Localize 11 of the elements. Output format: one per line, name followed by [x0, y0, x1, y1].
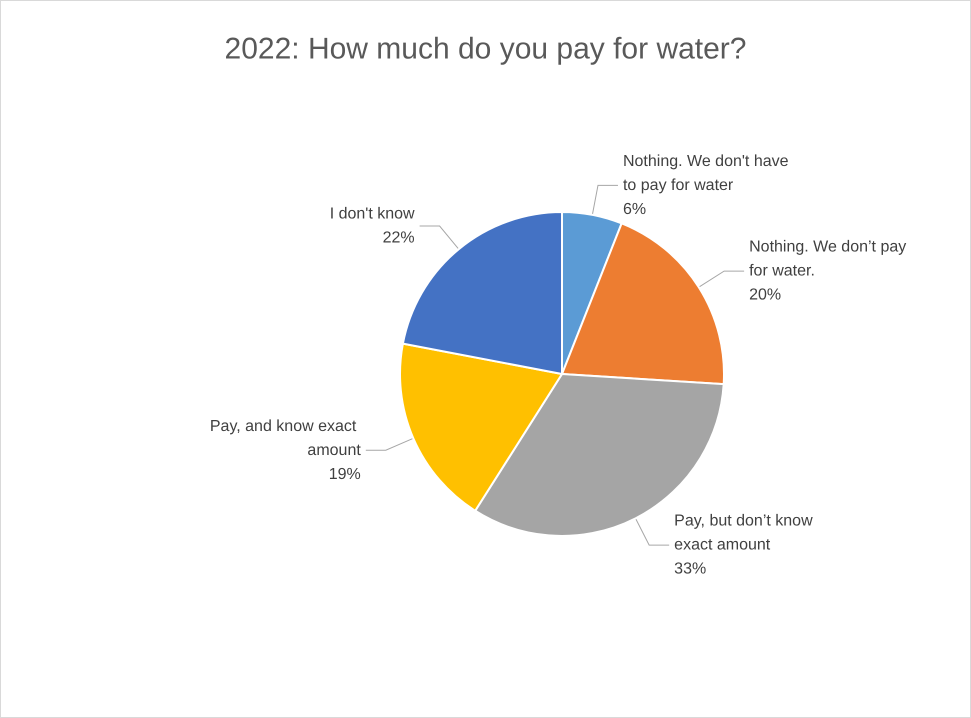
- data-label: 19%: [328, 466, 361, 483]
- data-label: 33%: [674, 560, 706, 578]
- slice-label: Pay, and know exact amount: [210, 418, 362, 459]
- slice-label: Nothing. We don’t pay for water.: [749, 238, 911, 280]
- slice-label: Pay, but don’t know exact amount: [674, 512, 818, 554]
- data-label: 22%: [382, 230, 415, 247]
- chart-title: 2022: How much do you pay for water?: [224, 32, 746, 66]
- data-label: 20%: [749, 286, 782, 304]
- data-label: 6%: [622, 200, 646, 218]
- slice-label: I don't know: [330, 206, 416, 223]
- slice-label: Nothing. We don't have to pay for water: [622, 152, 793, 194]
